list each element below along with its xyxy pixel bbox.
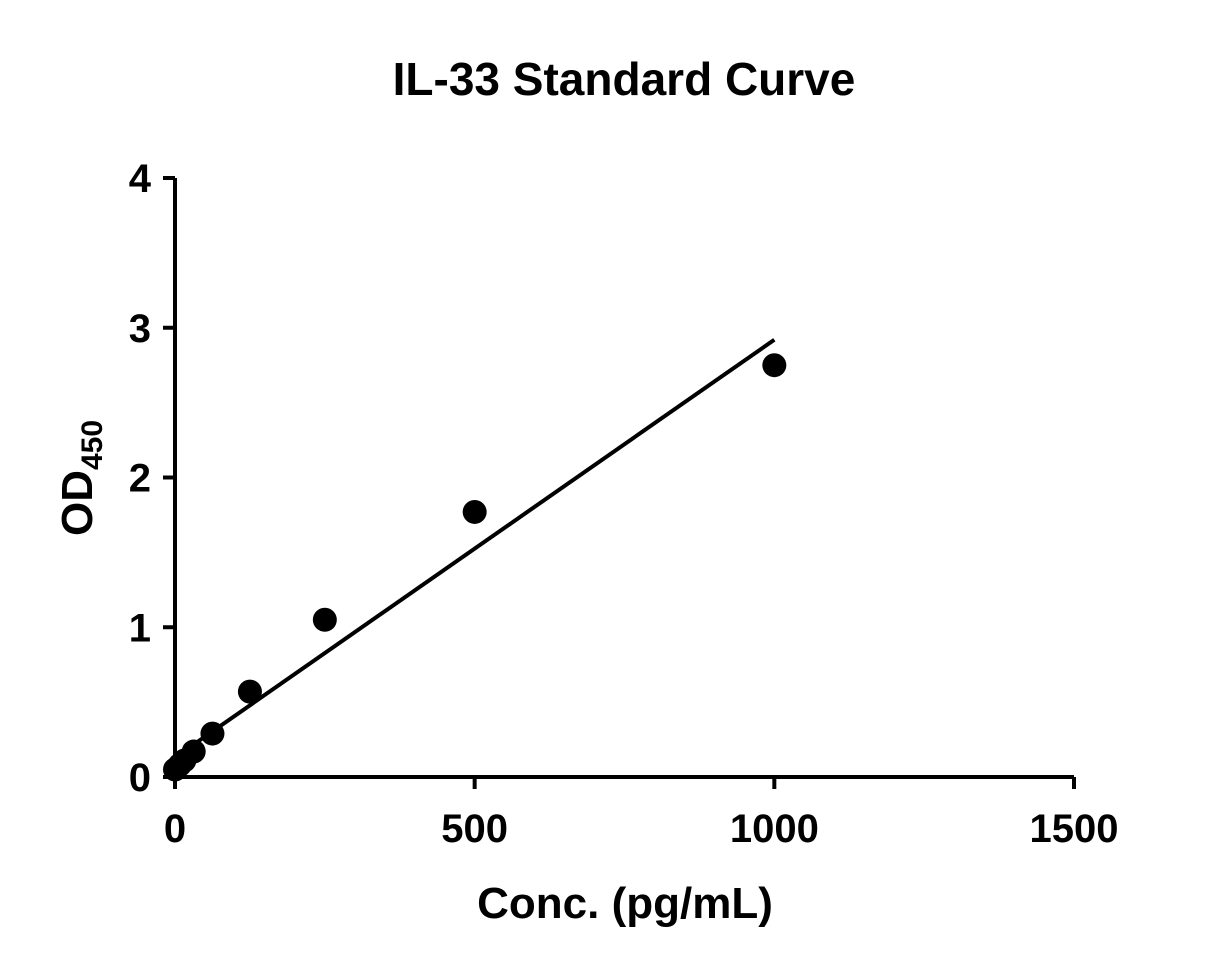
x-tick-label: 500 (441, 807, 508, 851)
y-axis-label-subscript: 450 (76, 420, 109, 470)
y-tick-label: 3 (129, 307, 151, 351)
y-axis-label-main: OD (53, 470, 102, 536)
fit-line-group (173, 338, 776, 760)
data-point (462, 499, 487, 524)
x-tick-label: 1500 (1030, 807, 1119, 851)
y-tick-label: 4 (129, 157, 152, 201)
y-tick-label: 1 (129, 606, 151, 650)
fit-line (173, 338, 776, 760)
data-point (237, 679, 262, 704)
data-point (762, 353, 787, 378)
data-points (163, 353, 787, 782)
data-point (181, 739, 206, 764)
data-point (200, 721, 225, 746)
axes (173, 178, 1074, 779)
y-tick-label: 2 (129, 457, 151, 501)
x-axis-ticks: 0 500 1000 1500 (164, 777, 1119, 851)
x-tick-label: 0 (164, 807, 186, 851)
chart-title: IL-33 Standard Curve (393, 53, 856, 105)
x-axis-label: Conc. (pg/mL) (477, 879, 773, 928)
y-axis-label: OD450 (53, 420, 109, 536)
y-axis-ticks: 0 1 2 3 4 (129, 157, 175, 800)
y-tick-label: 0 (129, 756, 151, 800)
x-tick-label: 1000 (730, 807, 819, 851)
data-point (312, 607, 337, 632)
